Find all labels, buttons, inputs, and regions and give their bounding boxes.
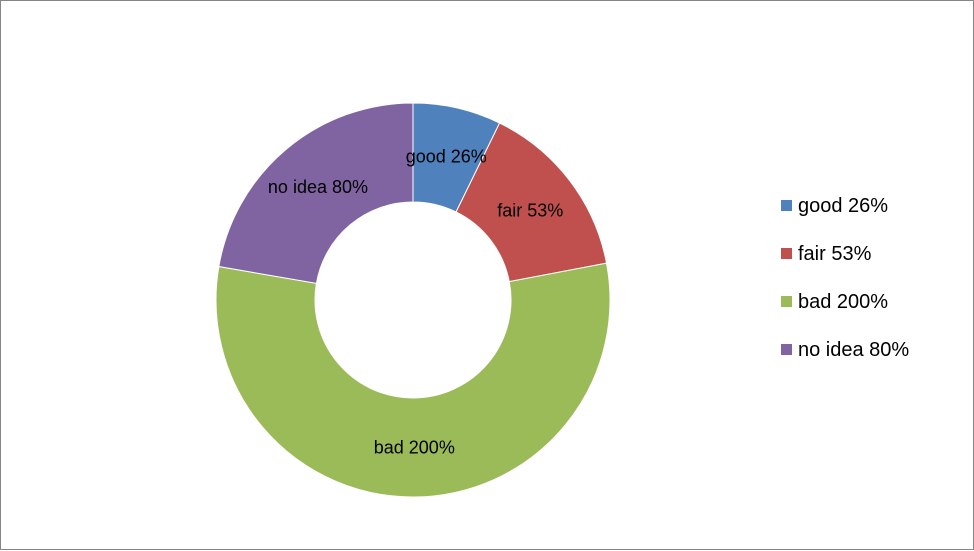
legend-label: no idea 80%	[798, 339, 909, 361]
legend-label: bad 200%	[798, 291, 888, 313]
legend-item-bad: bad 200%	[781, 291, 888, 313]
legend-label: good 26%	[798, 195, 888, 217]
data-label-good: good 26%	[406, 146, 487, 166]
legend-swatch	[781, 200, 792, 211]
legend-swatch	[781, 296, 792, 307]
legend-item-fair: fair 53%	[781, 243, 872, 265]
legend-item-good: good 26%	[781, 195, 888, 217]
donut-slices	[215, 102, 611, 498]
data-label-bad: bad 200%	[374, 437, 455, 457]
data-label-fair: fair 53%	[497, 201, 563, 221]
donut-slice-no-idea	[218, 102, 414, 284]
legend-swatch	[781, 344, 792, 355]
legend-swatch	[781, 248, 792, 259]
legend-item-no-idea: no idea 80%	[781, 339, 909, 361]
donut-slice-bad	[215, 262, 611, 498]
data-label-no-idea: no idea 80%	[268, 177, 368, 197]
donut-data-labels: good 26% fair 53% bad 200% no idea 80%	[268, 146, 563, 457]
chart-legend: good 26% fair 53% bad 200% no idea 80%	[781, 195, 909, 361]
legend-label: fair 53%	[798, 243, 872, 265]
